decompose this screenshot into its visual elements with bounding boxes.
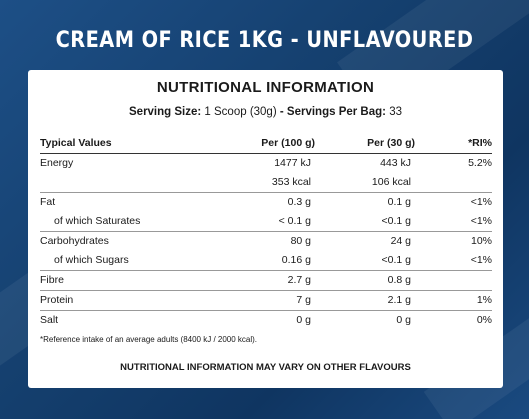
per-100g-value: 0.16 g bbox=[281, 254, 311, 266]
ri-value: 1% bbox=[415, 290, 492, 311]
per-100g-value: < 0.1 g bbox=[278, 215, 311, 227]
table-row: of which Saturates < 0.1 g <0.1 g <1% bbox=[40, 212, 492, 232]
row-label: Fat bbox=[40, 192, 190, 212]
nutrition-table: Typical Values Per (100 g) Per (30 g) *R… bbox=[40, 134, 492, 330]
ri-value bbox=[415, 173, 492, 193]
ri-value: <1% bbox=[415, 192, 492, 212]
row-label: of which Saturates bbox=[54, 215, 141, 227]
table-row: of which Sugars 0.16 g <0.1 g <1% bbox=[40, 251, 492, 271]
row-label: Energy bbox=[40, 157, 74, 169]
per-100g-value: 80 g bbox=[190, 231, 315, 251]
ri-value: <1% bbox=[470, 215, 492, 227]
ri-value: 10% bbox=[415, 231, 492, 251]
per-100g-value: 0.3 g bbox=[190, 192, 315, 212]
table-row: Carbohydrates 80 g 24 g 10% bbox=[40, 231, 492, 251]
panel-title: NUTRITIONAL INFORMATION bbox=[156, 79, 375, 96]
table-row: Protein 7 g 2.1 g 1% bbox=[40, 290, 492, 311]
ri-value bbox=[415, 270, 492, 291]
serving-size-value: 1 Scoop (30g) bbox=[204, 106, 277, 118]
table-row: Fat 0.3 g 0.1 g <1% bbox=[40, 192, 492, 212]
servings-per-bag-value: 33 bbox=[389, 106, 402, 118]
serving-info: Serving Size: 1 Scoop (30g) - Servings P… bbox=[28, 106, 503, 118]
product-title: CREAM OF RICE 1KG - UNFLAVOURED bbox=[55, 28, 474, 53]
per-30g-value: 106 kcal bbox=[371, 176, 411, 188]
per-100g-value: 7 g bbox=[190, 290, 315, 311]
per-100g-value: 0 g bbox=[190, 310, 315, 330]
per-30g-value: <0.1 g bbox=[381, 215, 412, 227]
per-30g-value: 0.8 g bbox=[315, 270, 415, 291]
table-row: 353 kcal 106 kcal bbox=[40, 173, 492, 193]
ri-value: <1% bbox=[470, 254, 492, 266]
row-label: Carbohydrates bbox=[40, 231, 190, 251]
header-ri: *RI% bbox=[415, 134, 492, 154]
per-30g-value: 0 g bbox=[315, 310, 415, 330]
flavour-disclaimer: NUTRITIONAL INFORMATION MAY VARY ON OTHE… bbox=[120, 362, 411, 373]
serving-size-label: Serving Size: bbox=[129, 106, 202, 118]
serving-separator: - bbox=[279, 106, 284, 118]
table-row: Energy 1477 kJ 443 kJ 5.2% bbox=[40, 154, 492, 174]
nutrition-panel: NUTRITIONAL INFORMATION Serving Size: 1 … bbox=[28, 70, 503, 388]
reference-intake-footnote: *Reference intake of an average adults (… bbox=[40, 335, 258, 344]
table-row: Fibre 2.7 g 0.8 g bbox=[40, 270, 492, 291]
header-typical-values: Typical Values bbox=[40, 134, 190, 154]
table-row: Salt 0 g 0 g 0% bbox=[40, 310, 492, 330]
row-label: Protein bbox=[40, 290, 190, 311]
ri-value: 5.2% bbox=[468, 157, 492, 169]
per-30g-value: 2.1 g bbox=[315, 290, 415, 311]
per-30g-value: 24 g bbox=[315, 231, 415, 251]
per-30g-value: 443 kJ bbox=[380, 157, 411, 169]
ri-value: 0% bbox=[415, 310, 492, 330]
per-30g-value: 0.1 g bbox=[315, 192, 415, 212]
header-per-100g: Per (100 g) bbox=[190, 134, 315, 154]
header-per-30g: Per (30 g) bbox=[315, 134, 415, 154]
per-100g-value: 1477 kJ bbox=[274, 157, 311, 169]
table-header-row: Typical Values Per (100 g) Per (30 g) *R… bbox=[40, 134, 492, 154]
row-label: of which Sugars bbox=[54, 254, 129, 266]
servings-per-bag-label: Servings Per Bag: bbox=[286, 106, 386, 118]
row-label bbox=[40, 173, 190, 193]
row-label: Salt bbox=[40, 310, 190, 330]
row-label: Fibre bbox=[40, 270, 190, 291]
per-100g-value: 353 kcal bbox=[271, 176, 311, 188]
per-30g-value: <0.1 g bbox=[381, 254, 412, 266]
per-100g-value: 2.7 g bbox=[190, 270, 315, 291]
